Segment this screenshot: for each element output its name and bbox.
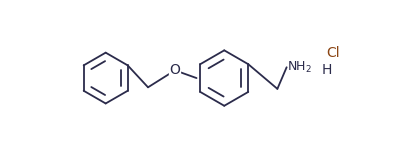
Text: H: H — [321, 63, 332, 77]
Text: Cl: Cl — [326, 46, 340, 60]
Text: O: O — [169, 63, 180, 77]
Text: NH$_2$: NH$_2$ — [286, 60, 312, 75]
